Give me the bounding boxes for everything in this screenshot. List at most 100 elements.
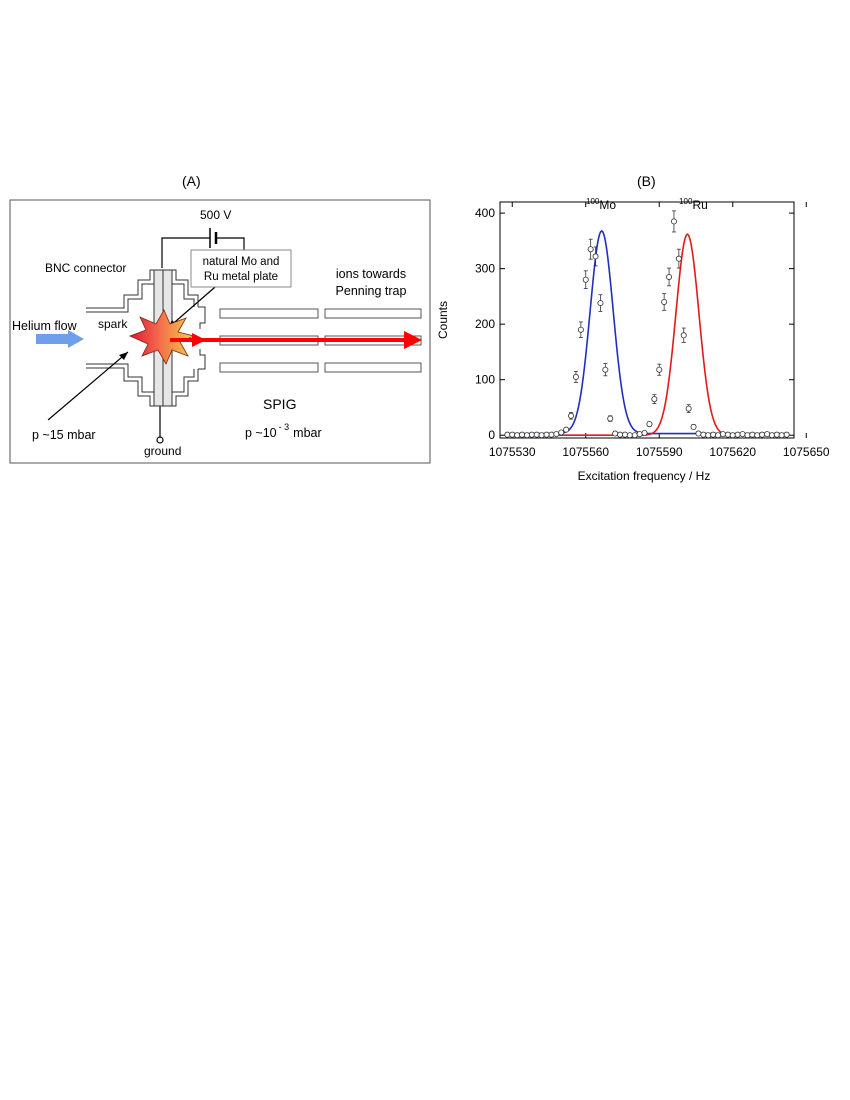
diagram-frame — [9, 199, 431, 464]
pressure-pointer — [47, 351, 129, 421]
voltage-label: 500 V — [200, 208, 231, 222]
data-point-1 — [587, 246, 594, 253]
data-point-1 — [563, 426, 570, 433]
y-tick-label: 300 — [475, 262, 495, 276]
data-point-2 — [719, 431, 726, 438]
resonance-chart: 0 100 200 300 400 1075530 1075560 1075590 10756… — [436, 197, 830, 483]
data-points — [504, 210, 790, 439]
x-axis-label: Excitation frequency / Hz — [578, 469, 711, 483]
data-point-1 — [548, 431, 555, 438]
spark-label: spark — [98, 317, 128, 331]
figure: 500 V BNC connector natural Mo and Ru me… — [9, 197, 830, 483]
data-point-2 — [646, 421, 653, 428]
data-point-1 — [568, 412, 575, 419]
data-point-1 — [582, 276, 589, 283]
data-point-2 — [685, 405, 692, 412]
data-point-2 — [680, 332, 687, 339]
fit-curves — [509, 229, 790, 437]
y-tick-label: 100 — [475, 373, 495, 387]
y-tick-label: 0 — [488, 428, 495, 442]
data-point-2 — [666, 273, 673, 280]
data-point-2 — [656, 366, 663, 373]
y-axis-label: Counts — [436, 301, 450, 339]
data-point-2 — [651, 396, 658, 403]
data-point-2 — [783, 431, 790, 438]
target-label-line2: Ru metal plate — [204, 271, 278, 283]
data-point-1 — [577, 326, 584, 333]
data-point-2 — [543, 431, 550, 438]
target-label-box — [190, 249, 292, 288]
pressure-left-label: p ~15 mbar — [32, 428, 96, 442]
x-tick-label: 1075590 — [636, 445, 683, 459]
data-point-1 — [597, 300, 604, 307]
y-tick-label: 400 — [475, 206, 495, 220]
data-point-1 — [572, 373, 579, 380]
annotation-element: Mo — [599, 198, 616, 212]
data-point-2 — [700, 431, 707, 438]
data-point-2 — [715, 432, 722, 439]
data-point-2 — [661, 298, 668, 305]
x-tick-label: 1075560 — [562, 445, 609, 459]
ion-beam-start — [192, 333, 206, 347]
fit-curve-2 — [509, 233, 790, 437]
data-point-2 — [744, 432, 751, 439]
data-point-2 — [690, 423, 697, 430]
data-point-1 — [612, 430, 619, 437]
target-pointer — [167, 280, 223, 329]
data-point-2 — [749, 431, 756, 438]
x-tick-label: 1075620 — [709, 445, 756, 459]
ions-label-line2: Penning trap — [336, 284, 407, 298]
x-tick-label: 1075530 — [489, 445, 536, 459]
y-tick-label: 200 — [475, 317, 495, 331]
data-point-2 — [773, 431, 780, 438]
data-point-1 — [592, 253, 599, 260]
data-point-1 — [607, 415, 614, 422]
data-point-2 — [739, 431, 746, 438]
ions-label-line1: ions towards — [336, 267, 406, 281]
data-point-1 — [602, 366, 609, 373]
helium-flow-label: Helium flow — [12, 319, 78, 333]
pressure-right-exponent: - 3 — [279, 422, 290, 432]
data-point-2 — [504, 431, 511, 438]
data-point-2 — [778, 432, 785, 439]
data-point-2 — [533, 431, 540, 438]
apparatus-diagram: 500 V BNC connector natural Mo and Ru me… — [9, 199, 431, 464]
data-point-2 — [705, 432, 712, 439]
pressure-right-label: p ~10- 3 mbar — [245, 422, 322, 440]
data-point-2 — [675, 255, 682, 262]
peak-annotation: 100Mo — [586, 197, 616, 212]
data-point-2 — [631, 432, 638, 439]
peak-annotations: 100Mo 100Ru — [586, 197, 708, 212]
data-point-2 — [636, 431, 643, 438]
data-point-2 — [759, 431, 766, 438]
annotation-mass: 100 — [679, 197, 693, 206]
data-point-2 — [729, 432, 736, 439]
data-point-1 — [621, 431, 628, 438]
data-point-2 — [519, 431, 526, 438]
data-point-2 — [764, 431, 771, 438]
data-point-1 — [558, 429, 565, 436]
annotation-element: Ru — [692, 198, 707, 212]
pressure-right-base: p ~10 — [245, 426, 277, 440]
data-point-2 — [514, 432, 521, 439]
annotation-mass: 100 — [586, 197, 600, 206]
bnc-connector-label: BNC connector — [45, 261, 126, 275]
fit-curve-1 — [509, 229, 790, 435]
data-point-2 — [710, 431, 717, 438]
data-point-2 — [724, 431, 731, 438]
ground-label: ground — [144, 444, 181, 458]
target-label-line1: natural Mo and — [203, 256, 280, 268]
data-point-2 — [528, 431, 535, 438]
spig-label: SPIG — [263, 396, 296, 412]
data-point-2 — [670, 218, 677, 225]
data-point-2 — [641, 430, 648, 437]
ion-beam-head — [404, 331, 422, 349]
panel-b-label: (B) — [637, 173, 656, 189]
data-point-2 — [509, 431, 516, 438]
helium-flow-arrow — [36, 330, 84, 348]
pressure-pointer-head — [119, 352, 128, 360]
data-point-2 — [734, 431, 741, 438]
data-point-1 — [617, 431, 624, 438]
pressure-right-unit: mbar — [293, 426, 321, 440]
data-point-2 — [695, 430, 702, 437]
